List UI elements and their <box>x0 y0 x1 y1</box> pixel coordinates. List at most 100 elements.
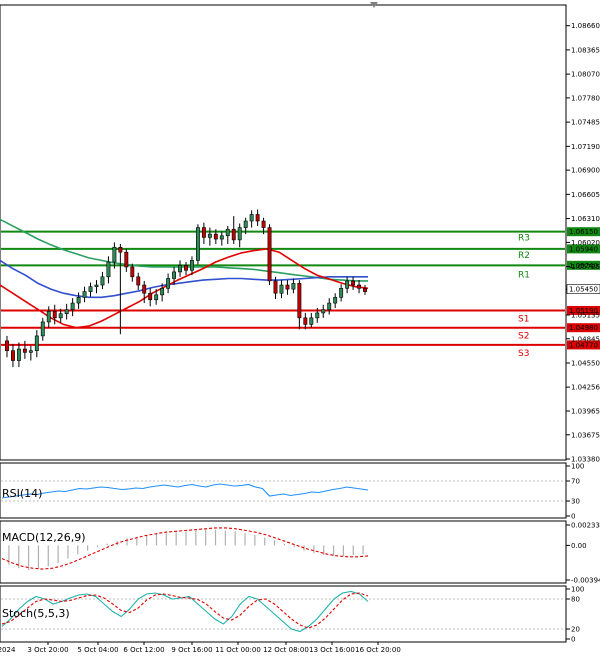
candle-body <box>82 291 87 298</box>
price-tick-label: 1.04845 <box>571 335 600 343</box>
level-label-r3: R3 <box>518 234 530 244</box>
rsi-title: RSI(14) <box>2 487 42 500</box>
level-label-s1: S1 <box>518 314 529 324</box>
candle-body <box>219 235 224 240</box>
candle-body <box>130 266 135 278</box>
macd-pane: 0.002332 0.00 -0.003949 MACD(12,26,9) <box>1 522 600 585</box>
current-price-tag <box>566 284 600 294</box>
price-tick-label: 1.06605 <box>571 191 600 199</box>
candle-body <box>118 246 123 253</box>
pane-tick-label: -0.003949 <box>571 577 600 585</box>
candle-body <box>178 265 182 273</box>
price-tick-label: 1.08365 <box>571 46 600 54</box>
candle-body <box>190 260 194 271</box>
candles <box>5 209 367 368</box>
candle-body <box>207 233 212 238</box>
macd-pane-border <box>0 520 567 584</box>
candle-body <box>285 284 290 290</box>
candle-body <box>34 335 39 351</box>
candle-body <box>148 292 153 301</box>
ma-slow-line <box>0 218 368 282</box>
pane-tick-label: 0 <box>571 513 575 521</box>
candle-body <box>112 246 117 263</box>
time-tick-label: 6 Oct 12:00 <box>123 646 164 654</box>
candle-body <box>100 276 105 286</box>
rsi-pane: 100 70 30 0 RSI(14) <box>1 463 584 521</box>
time-tick-label: 13 Oct 16:00 <box>309 646 355 654</box>
pane-tick-label: 0 <box>571 636 575 644</box>
pane-tick-label: 70 <box>571 478 580 486</box>
moving-averages <box>0 218 369 329</box>
price-tick-label: 1.06310 <box>571 215 600 223</box>
candle-body <box>64 309 69 315</box>
price-tick-label: 1.03965 <box>571 407 600 415</box>
level-label-r2: R2 <box>518 251 530 261</box>
candle-body <box>172 271 177 279</box>
candle-body <box>28 350 33 353</box>
price-tick-label: 1.08070 <box>571 71 600 79</box>
price-tick-label: 1.04550 <box>571 359 600 367</box>
candle-body <box>76 297 81 304</box>
time-tick-label: 11 Oct 00:00 <box>215 646 261 654</box>
candle-body <box>231 228 236 241</box>
pivot-levels: R3 1.06150 R2 1.05940 R1 1.05740 S1 1.05190 S2 1.… <box>1 227 600 359</box>
candle-body <box>5 340 9 351</box>
macd-signal-line <box>1 527 369 570</box>
candle-body <box>184 265 188 271</box>
price-tick-label: 1.07485 <box>571 119 600 127</box>
candle-body <box>40 321 45 337</box>
price-tick-label: 1.03675 <box>571 431 600 439</box>
stoch-d-line <box>1 592 369 629</box>
candle-body <box>291 283 296 290</box>
candle-body <box>303 317 308 325</box>
candle-body <box>309 317 314 325</box>
level-price-label: 1.05190 <box>569 307 598 315</box>
price-tick-label: 1.06900 <box>571 167 600 175</box>
shift-marker-icon[interactable] <box>370 2 378 8</box>
candle-body <box>363 288 367 292</box>
main-pane-border <box>0 4 567 461</box>
candle-body <box>11 350 15 361</box>
candle-body <box>267 227 272 282</box>
candle-body <box>333 297 338 304</box>
rsi-line <box>1 483 369 499</box>
candle-body <box>160 288 165 296</box>
pane-tick-label: 30 <box>571 498 580 506</box>
candle-body <box>94 284 99 287</box>
level-price-label: 1.06150 <box>569 228 598 236</box>
price-tick-label: 1.04256 <box>571 384 600 392</box>
stoch-title: Stoch(5,5,3) <box>2 607 70 620</box>
time-tick-label: 16 Oct 20:00 <box>355 646 401 654</box>
level-price-tag <box>567 340 600 350</box>
price-tick-label: 1.06020 <box>571 239 600 247</box>
candle-body <box>70 302 75 310</box>
candle-body <box>357 284 361 289</box>
level-price-label: 1.05740 <box>569 262 598 270</box>
rsi-pane-border <box>0 462 567 519</box>
candle-body <box>88 286 93 292</box>
price-tick-label: 1.03380 <box>571 456 600 464</box>
level-price-tag <box>567 244 600 254</box>
ma-mid-line <box>0 259 368 299</box>
candle-body <box>273 280 278 294</box>
candle-body <box>46 310 51 323</box>
candle-body <box>225 228 230 237</box>
level-price-label: 1.04770 <box>569 341 598 349</box>
level-price-label: 1.05940 <box>569 245 598 253</box>
time-axis: 2 Oct 2024 3 Oct 20:00 5 Oct 04:00 6 Oct 12… <box>0 642 401 654</box>
candle-body <box>124 251 129 268</box>
price-tick-label: 1.08660 <box>571 22 600 30</box>
candle-body <box>279 284 284 294</box>
level-label-s3: S3 <box>518 349 529 359</box>
level-label-s2: S2 <box>518 332 529 342</box>
price-axis: 1.08660 1.08365 1.08070 1.07780 1.07485 1.071… <box>566 22 600 464</box>
time-tick-label: 3 Oct 20:00 <box>27 646 68 654</box>
candle-body <box>213 233 218 240</box>
candle-body <box>261 220 266 228</box>
candle-body <box>166 278 171 289</box>
candle-body <box>237 227 242 241</box>
level-price-label: 1.04980 <box>569 324 598 332</box>
time-tick-label: 9 Oct 16:00 <box>171 646 212 654</box>
candle-body <box>52 310 57 319</box>
ma-fast-line <box>0 248 369 329</box>
